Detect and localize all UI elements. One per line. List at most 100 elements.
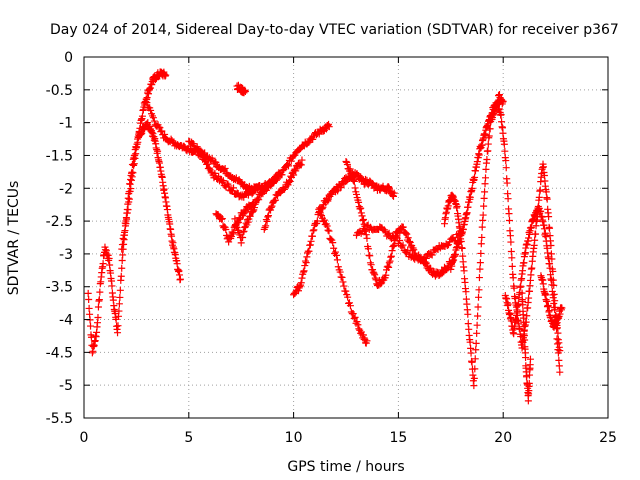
data-point — [123, 209, 131, 217]
data-point — [96, 288, 104, 296]
data-point — [456, 238, 464, 246]
data-point — [180, 142, 188, 150]
data-point — [292, 167, 300, 175]
data-point — [384, 262, 392, 270]
data-point — [478, 223, 486, 231]
data-point — [520, 259, 528, 267]
y-tick-label: -4 — [59, 313, 73, 329]
data-point — [509, 274, 517, 282]
data-point — [343, 160, 351, 168]
data-point — [313, 217, 321, 225]
data-point — [231, 215, 239, 223]
data-point — [300, 267, 308, 275]
data-point — [357, 209, 365, 217]
data-point — [528, 264, 536, 272]
data-point — [481, 188, 489, 196]
data-point — [229, 230, 237, 238]
data-point — [438, 269, 446, 277]
data-point — [114, 322, 122, 330]
data-point — [240, 227, 248, 235]
y-tick-label: 0 — [64, 50, 73, 66]
data-point — [332, 251, 340, 259]
data-point — [349, 176, 357, 184]
data-point — [350, 177, 358, 185]
data-point — [301, 257, 309, 265]
data-point — [99, 260, 107, 268]
data-point — [305, 247, 313, 255]
data-point — [239, 234, 247, 242]
data-point — [296, 283, 304, 291]
data-point — [505, 217, 513, 225]
data-point — [352, 190, 360, 198]
data-point — [237, 239, 245, 247]
data-point — [504, 195, 512, 203]
data-point — [556, 368, 564, 376]
data-point — [521, 336, 529, 344]
data-point — [275, 169, 283, 177]
data-point — [339, 278, 347, 286]
data-point — [189, 140, 197, 148]
data-point — [389, 232, 397, 240]
data-point — [464, 310, 472, 318]
data-point — [284, 160, 292, 168]
data-point — [149, 114, 157, 122]
data-point — [230, 184, 238, 192]
data-point — [388, 247, 396, 255]
data-point — [330, 244, 338, 252]
data-point — [404, 234, 412, 242]
data-point — [475, 286, 483, 294]
data-point — [270, 177, 278, 185]
data-point — [540, 225, 548, 233]
data-point — [310, 226, 318, 234]
data-point — [130, 160, 138, 168]
data-point — [367, 261, 375, 269]
data-point — [546, 264, 554, 272]
data-point — [355, 198, 363, 206]
data-point — [532, 230, 540, 238]
data-point — [475, 274, 483, 282]
data-point — [476, 259, 484, 267]
data-point — [296, 160, 304, 168]
data-point — [466, 193, 474, 201]
data-point — [465, 325, 473, 333]
data-point — [225, 182, 233, 190]
data-point — [506, 232, 514, 240]
y-tick-label: -3.5 — [46, 280, 73, 296]
chart-title: Day 024 of 2014, Sidereal Day-to-day VTE… — [50, 22, 619, 38]
data-point — [386, 257, 394, 265]
data-point — [497, 111, 505, 119]
data-point — [385, 259, 393, 267]
data-point — [403, 230, 411, 238]
data-point — [129, 169, 137, 177]
data-point — [477, 240, 485, 248]
data-point — [362, 227, 370, 235]
data-point — [267, 203, 275, 211]
data-point — [524, 397, 532, 405]
x-tick-label: 15 — [389, 430, 407, 446]
data-point — [274, 170, 282, 178]
data-point — [461, 278, 469, 286]
data-point — [143, 99, 151, 107]
data-point — [370, 269, 378, 277]
data-point — [132, 150, 140, 158]
data-point — [212, 158, 220, 166]
data-point — [324, 122, 332, 130]
data-point — [87, 322, 95, 330]
data-point — [150, 117, 158, 125]
data-point — [390, 189, 398, 197]
x-tick-label: 25 — [599, 430, 617, 446]
data-point — [402, 229, 410, 237]
data-point — [453, 202, 461, 210]
data-point — [271, 196, 279, 204]
data-point — [359, 216, 367, 224]
data-point — [333, 256, 341, 264]
data-point — [154, 147, 162, 155]
data-point — [342, 287, 350, 295]
data-point — [484, 140, 492, 148]
data-point — [387, 252, 395, 260]
data-point — [484, 147, 492, 155]
data-point — [309, 227, 317, 235]
data-point — [404, 246, 412, 254]
data-point — [264, 213, 272, 221]
